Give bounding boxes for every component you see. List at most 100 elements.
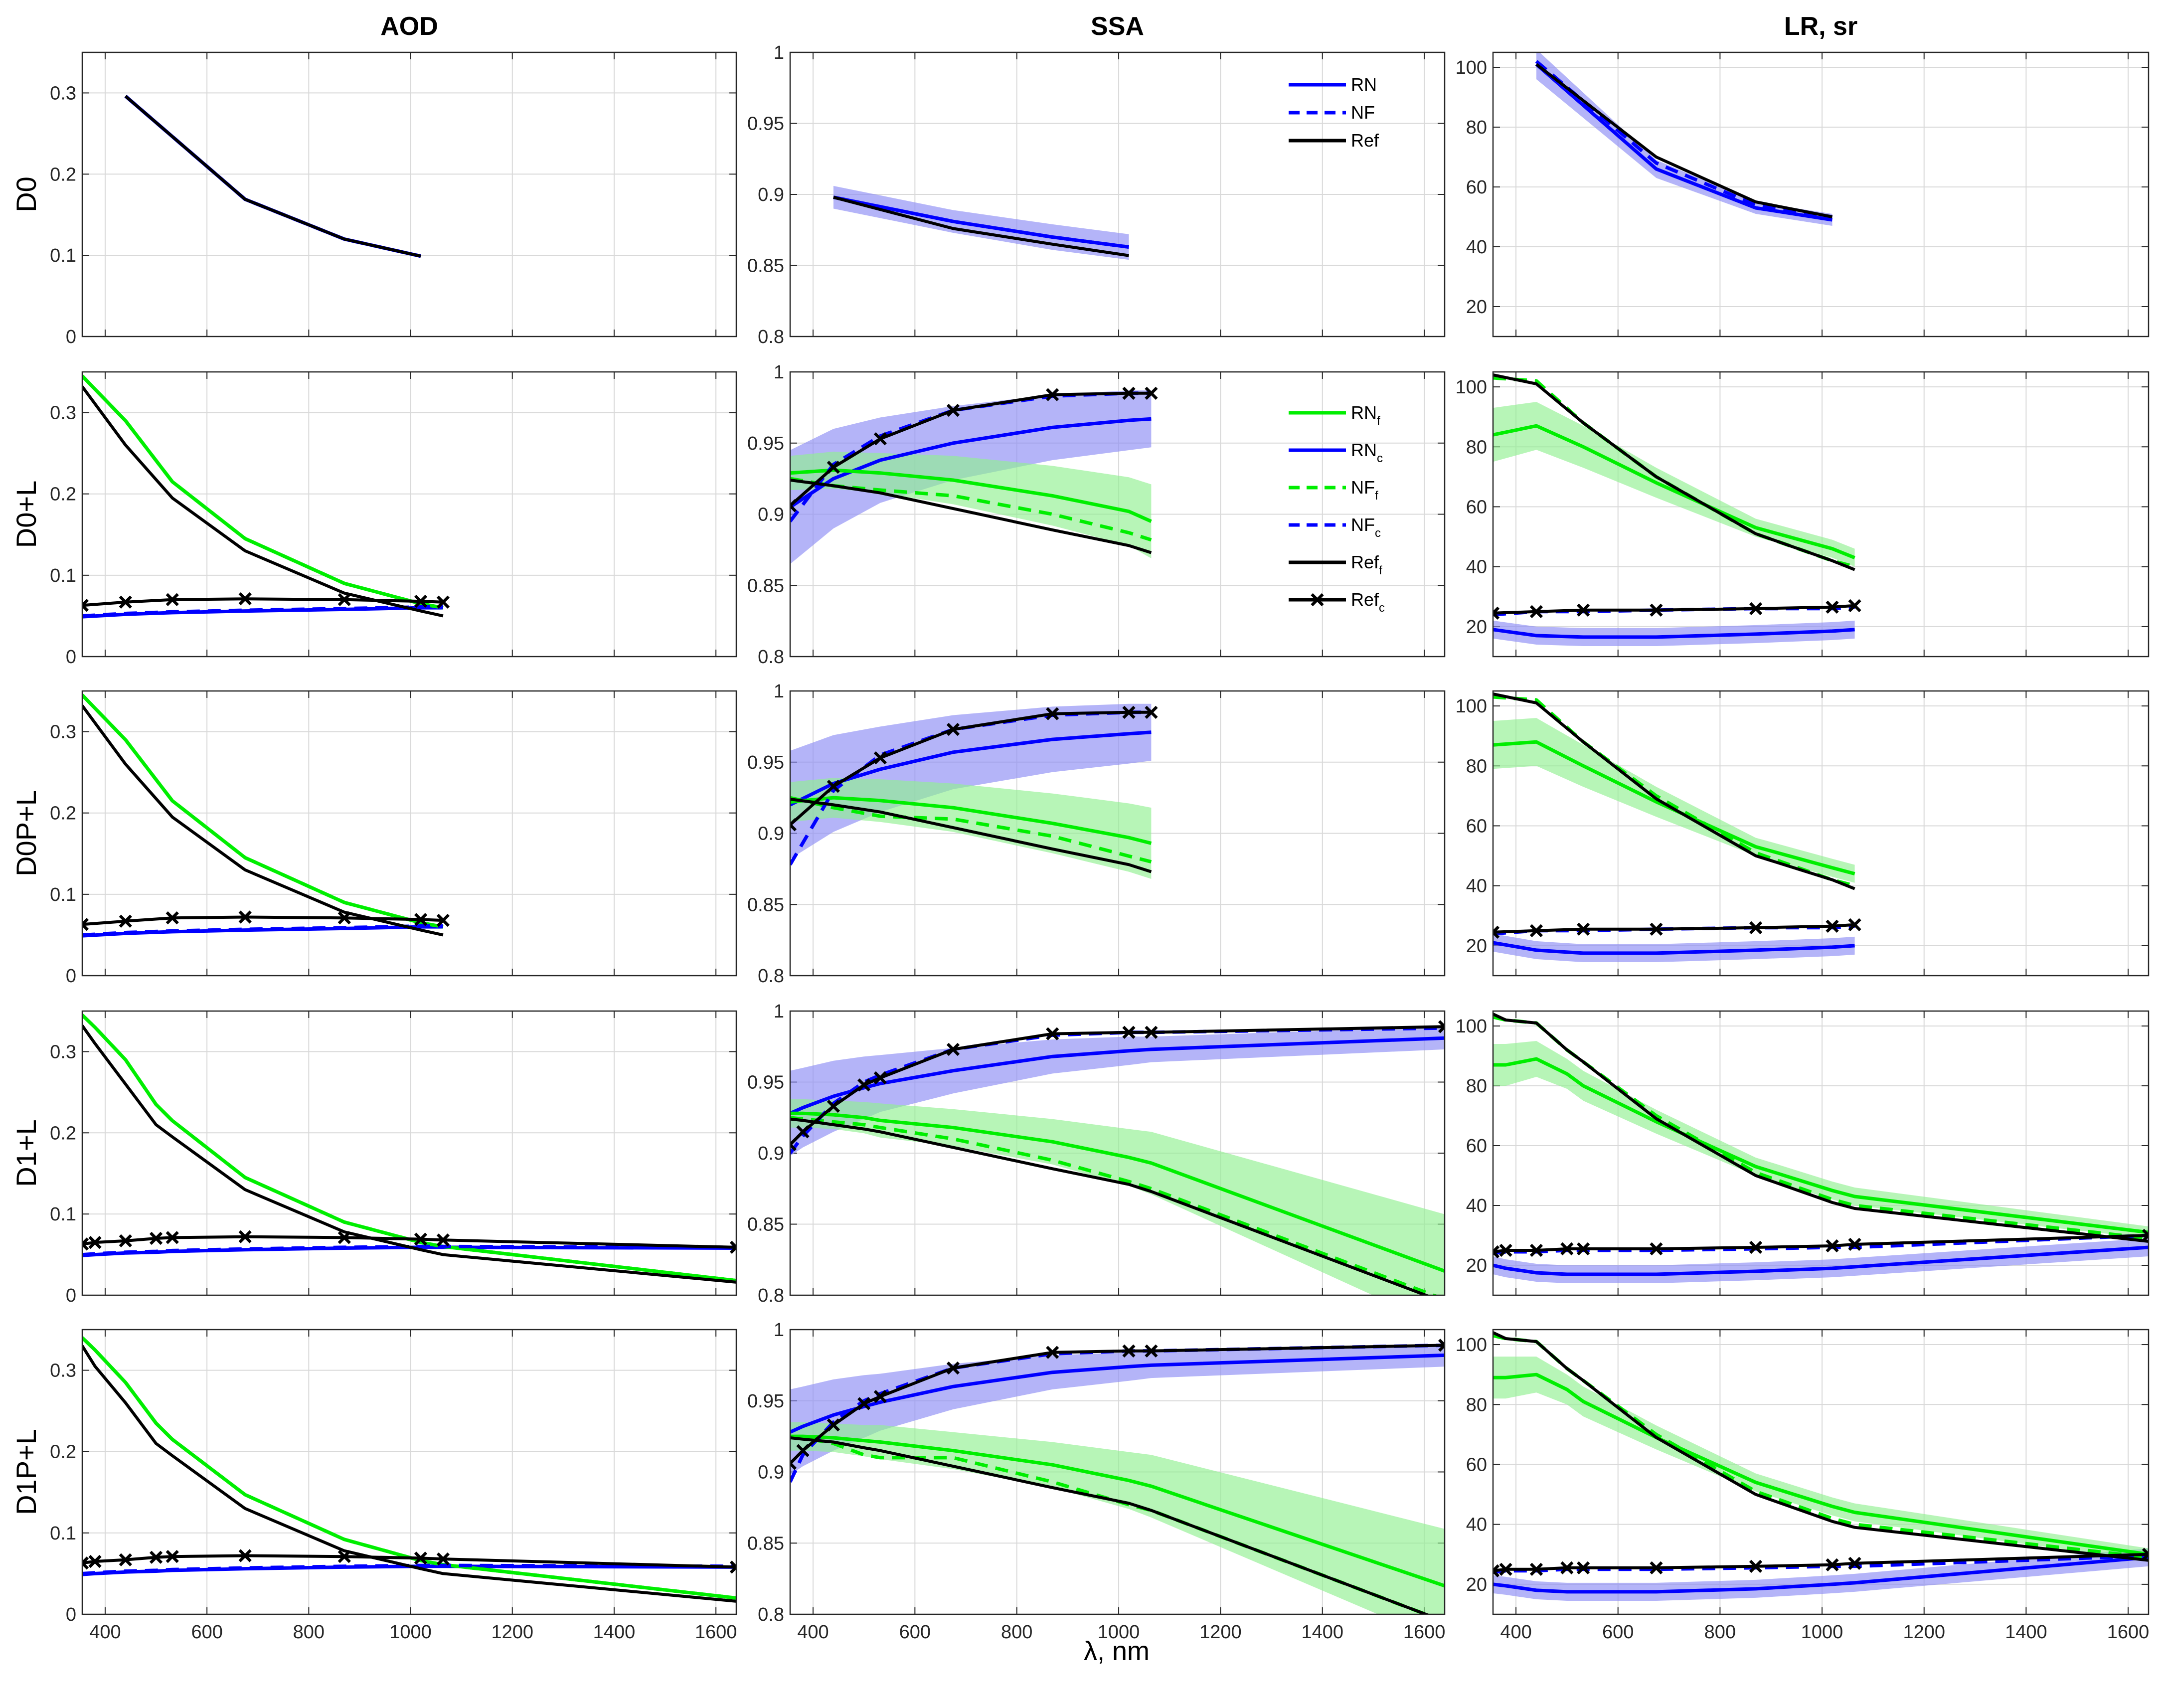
x-tick-label: 800 bbox=[293, 1622, 325, 1643]
marker-x-refc bbox=[1577, 1561, 1590, 1574]
panel-frame bbox=[1492, 51, 2150, 338]
y-tick-label: 0.2 bbox=[50, 1442, 76, 1463]
y-tick-label: 100 bbox=[1456, 57, 1487, 78]
series-line-rnf bbox=[790, 1111, 1445, 1273]
marker-x-refc bbox=[1046, 1027, 1059, 1040]
marker-x-refc bbox=[946, 403, 960, 417]
series-line-ref bbox=[124, 95, 421, 258]
legend-label-ref: Ref bbox=[1351, 130, 1379, 151]
panel-frame bbox=[1492, 371, 2150, 658]
marker-x-refc bbox=[1848, 1556, 1861, 1570]
marker-x-refc bbox=[436, 1552, 450, 1566]
uncertainty-band-rnc bbox=[1493, 1548, 2149, 1601]
y-tick-label: 1 bbox=[774, 681, 784, 702]
marker-x-refc bbox=[1749, 921, 1763, 934]
x-tick-label: 400 bbox=[89, 1622, 121, 1643]
y-tick-label: 80 bbox=[1466, 1394, 1487, 1415]
panel-frame bbox=[1492, 1329, 2150, 1615]
marker-x-refc bbox=[1577, 1242, 1590, 1256]
panel-frame bbox=[789, 690, 1446, 977]
series-line-rnf bbox=[790, 468, 1152, 523]
marker-x-refc bbox=[873, 1071, 887, 1085]
y-tick-label: 0.9 bbox=[758, 1143, 784, 1164]
data-layer bbox=[124, 95, 421, 258]
marker-x-refc bbox=[238, 1230, 252, 1243]
y-tick-label: 60 bbox=[1466, 497, 1487, 517]
panel-frame bbox=[81, 1010, 737, 1296]
marker-x-refc bbox=[1493, 1245, 1500, 1259]
marker-x-refc bbox=[1848, 918, 1861, 931]
legend-label-main: NF bbox=[1351, 477, 1375, 498]
legend-label-subscript: c bbox=[1377, 452, 1383, 465]
y-tick-label: 0.9 bbox=[758, 824, 784, 845]
y-tick-label: 40 bbox=[1466, 876, 1487, 897]
y-tick-label: 0.8 bbox=[758, 1285, 784, 1306]
series-line-nfc bbox=[82, 1563, 736, 1575]
marker-x-refc bbox=[82, 918, 89, 931]
uncertainty-band-rnf bbox=[1493, 718, 1855, 883]
series-line-rnf bbox=[1493, 424, 1855, 559]
panel-d0-l-aod: 0 0.1 0.2 0.3 bbox=[50, 371, 737, 668]
marker-x-refc bbox=[82, 1556, 89, 1570]
marker-x-refc bbox=[436, 595, 450, 609]
uncertainty-band-rnc bbox=[790, 390, 1152, 564]
series-line-nf bbox=[833, 195, 1129, 249]
plot-area bbox=[1493, 372, 2149, 657]
y-tick-label: 0.9 bbox=[758, 1462, 784, 1483]
plot-area bbox=[1493, 691, 2149, 976]
series-line-reff bbox=[82, 385, 444, 618]
panel-d1-l-ssa: 0.8 0.85 0.9 0.95 1 bbox=[747, 1001, 1446, 1306]
series-line-ref bbox=[833, 195, 1129, 257]
marker-x-refc bbox=[414, 1551, 428, 1565]
data-layer bbox=[1493, 1013, 2149, 1283]
marker-x-refc bbox=[1749, 1559, 1763, 1573]
series-line-refc bbox=[1493, 1552, 2149, 1572]
marker-x-refc bbox=[1650, 603, 1663, 617]
marker-x-refc bbox=[166, 593, 179, 606]
marker-x-refc bbox=[1560, 1242, 1574, 1256]
uncertainty-band-rnc bbox=[790, 703, 1152, 859]
series-line-rn bbox=[1535, 63, 1833, 222]
legend-label-main: RN bbox=[1351, 74, 1377, 95]
series-line-rnc bbox=[790, 1353, 1445, 1434]
marker-x-refc bbox=[1046, 707, 1059, 720]
series-line-nff bbox=[790, 796, 1152, 863]
uncertainty-band-rnf bbox=[790, 451, 1152, 558]
row-label-d0-l: D0+L bbox=[10, 481, 42, 548]
series-line-refc bbox=[82, 1235, 736, 1249]
y-tick-label: 0.1 bbox=[50, 1523, 76, 1544]
legend-label-nfc: NFc bbox=[1351, 514, 1381, 540]
series-line-rnf bbox=[1493, 1057, 2149, 1234]
series-line-nff bbox=[82, 374, 444, 610]
marker-x-refc bbox=[873, 1390, 887, 1403]
series-line-refc bbox=[82, 1554, 736, 1569]
y-tick-label: 0.95 bbox=[747, 114, 784, 135]
row-label-d1p-l: D1P+L bbox=[10, 1429, 42, 1515]
y-tick-label: 60 bbox=[1466, 816, 1487, 837]
legend-marker-x bbox=[1311, 593, 1324, 607]
panel-frame bbox=[789, 1329, 1446, 1615]
marker-x-refc bbox=[1826, 1239, 1839, 1253]
marker-x-refc bbox=[166, 911, 179, 925]
y-tick-label: 20 bbox=[1466, 936, 1487, 957]
y-tick-label: 0.1 bbox=[50, 884, 76, 905]
column-title-aod: AOD bbox=[380, 12, 438, 41]
y-tick-label: 0.85 bbox=[747, 894, 784, 915]
y-tick-label: 40 bbox=[1466, 237, 1487, 258]
series-line-reff bbox=[82, 1025, 736, 1284]
marker-x-refc bbox=[1145, 1025, 1158, 1039]
y-tick-label: 60 bbox=[1466, 1454, 1487, 1475]
marker-x-refc bbox=[1122, 705, 1136, 719]
data-layer bbox=[1493, 1331, 2149, 1601]
panel-frame bbox=[81, 371, 737, 658]
legend-label-main: Ref bbox=[1351, 552, 1379, 572]
data-layer bbox=[790, 1339, 1445, 1614]
series-line-reff bbox=[790, 1117, 1430, 1295]
panel-d0p-l-lr-sr: 20 40 60 80 100 bbox=[1456, 690, 2150, 977]
series-line-reff bbox=[790, 479, 1152, 554]
marker-x-refc bbox=[1145, 705, 1158, 719]
legend-label-rn: RN bbox=[1351, 74, 1377, 95]
plot-area bbox=[82, 52, 736, 337]
panel-d0-ssa: 0.8 0.85 0.9 0.95 1 RN NF Ref bbox=[747, 42, 1446, 347]
